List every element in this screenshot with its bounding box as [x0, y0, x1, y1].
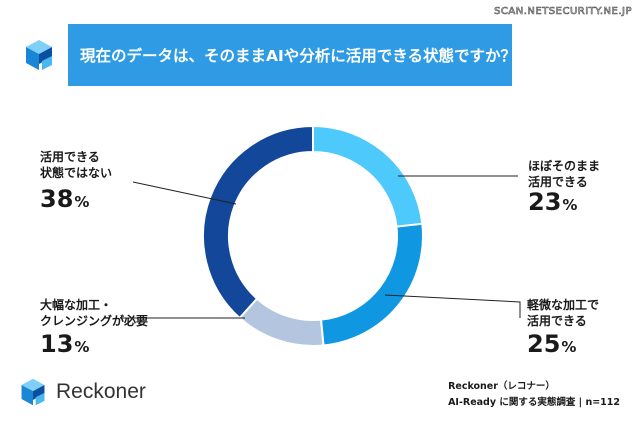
- value-slice-4: 38%: [40, 186, 89, 215]
- value-slice-2-number: 25: [527, 330, 561, 358]
- label-slice-3-line2: クレンジングが必要: [40, 314, 149, 328]
- value-slice-3: 13%: [40, 331, 89, 360]
- value-slice-3-unit: %: [74, 338, 90, 356]
- value-slice-4-unit: %: [74, 193, 90, 211]
- label-slice-1: ほぼそのまま 活用できる: [528, 158, 600, 190]
- source-note: Reckoner（レコナー） AI-Ready に関する実態調査 | n=112: [448, 379, 620, 411]
- chart-title: 現在のデータは、そのままAIや分析に活用できる状態ですか？: [80, 47, 516, 65]
- brand-name: Reckoner: [56, 380, 146, 403]
- source-line-2: AI-Ready に関する実態調査 | n=112: [448, 397, 620, 408]
- header-logo: [10, 24, 68, 86]
- donut-slice-3: [238, 297, 325, 347]
- brand-footer: Reckoner: [18, 376, 146, 408]
- label-slice-1-line1: ほぼそのまま: [528, 159, 601, 173]
- leader-line-4: [132, 181, 237, 205]
- label-slice-2: 軽微な加工で 活用できる: [527, 297, 599, 329]
- value-slice-3-number: 13: [40, 330, 74, 358]
- leader-line-2: [384, 294, 521, 318]
- source-line-1: Reckoner（レコナー）: [448, 381, 555, 392]
- label-slice-2-line2: 活用できる: [527, 314, 587, 328]
- value-slice-1: 23%: [528, 189, 577, 218]
- value-slice-2: 25%: [527, 331, 576, 360]
- label-slice-2-line1: 軽微な加工で: [527, 298, 600, 312]
- label-slice-3: 大幅な加工・ クレンジングが必要: [40, 297, 148, 329]
- reckoner-logo-icon: [21, 378, 45, 406]
- value-slice-4-number: 38: [40, 185, 74, 213]
- value-slice-1-number: 23: [528, 188, 562, 216]
- watermark-text: SCAN.NETSECURITY.NE.JP: [494, 6, 632, 18]
- label-slice-4: 活用できる 状態ではない: [40, 149, 112, 181]
- label-slice-4-line2: 状態ではない: [40, 166, 113, 180]
- donut-slice-2: [319, 222, 424, 347]
- title-banner: 現在のデータは、そのままAIや分析に活用できる状態ですか？: [10, 24, 516, 86]
- donut-slice-4: [202, 124, 314, 320]
- label-slice-4-line1: 活用できる: [40, 150, 100, 164]
- label-slice-1-line2: 活用できる: [528, 175, 588, 189]
- value-slice-2-unit: %: [561, 338, 577, 356]
- reckoner-logo-icon: [26, 40, 52, 70]
- label-slice-3-line1: 大幅な加工・: [40, 298, 113, 312]
- value-slice-1-unit: %: [562, 196, 578, 214]
